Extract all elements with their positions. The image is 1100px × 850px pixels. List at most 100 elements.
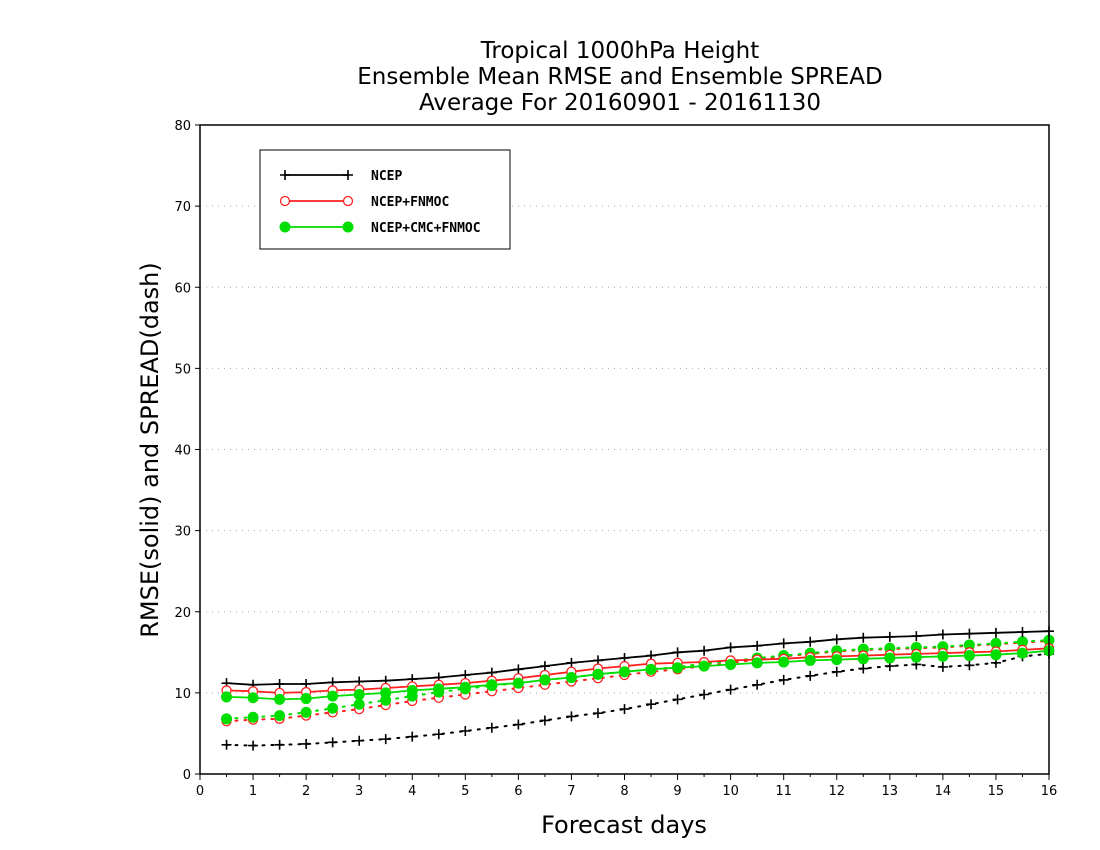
rmse-line [226, 649, 1050, 701]
rmse-point [963, 650, 975, 662]
legend-marker [342, 221, 354, 233]
x-tick-label: 9 [673, 784, 681, 799]
legend-item: NCEP+CMC+FNMOC [279, 221, 481, 236]
x-axis-label: Forecast days [541, 811, 707, 839]
spread-point [805, 670, 816, 681]
x-tick-label: 2 [302, 784, 310, 799]
x-tick-label: 7 [567, 784, 575, 799]
x-tick-label: 14 [935, 784, 952, 799]
rmse-point [433, 683, 445, 695]
rmse-point [805, 636, 816, 647]
legend-label: NCEP [371, 169, 402, 184]
spread-point [752, 679, 763, 690]
x-tick-label: 5 [461, 784, 469, 799]
rmse-point [406, 684, 418, 696]
y-tick-label: 70 [174, 200, 191, 215]
x-tick-label: 10 [722, 784, 739, 799]
series-0-spread [221, 648, 1054, 751]
legend-marker [343, 170, 353, 180]
spread-point [513, 719, 524, 730]
series-0-rmse [221, 626, 1054, 690]
rmse-point [380, 687, 392, 699]
rmse-point [1016, 647, 1028, 659]
spread-line [225, 652, 1050, 747]
x-tick-label: 0 [196, 784, 204, 799]
legend-marker [342, 195, 354, 207]
legend-items: NCEP NCEP+FNMOC NCEP+CMC+FNMOC [279, 169, 481, 236]
spread-point [964, 660, 975, 671]
spread-point [619, 704, 630, 715]
rmse-point [752, 640, 763, 651]
spread-point [248, 740, 259, 751]
rmse-point [513, 664, 524, 675]
spread-point [247, 711, 259, 723]
legend-item: NCEP [280, 169, 402, 184]
legend-label: NCEP+FNMOC [371, 195, 449, 210]
x-tick-label: 8 [620, 784, 628, 799]
rmse-point [247, 692, 259, 704]
spread-point [327, 702, 339, 714]
x-tick-label: 1 [249, 784, 257, 799]
spread-point [380, 734, 391, 745]
rmse-point [990, 649, 1002, 661]
rmse-point [672, 662, 684, 674]
rmse-point [274, 678, 285, 689]
spread-point [937, 661, 948, 672]
grid-layer [200, 205, 1049, 694]
legend-marker [279, 221, 291, 233]
spread-point [433, 729, 444, 740]
rmse-line [226, 630, 1050, 686]
rmse-point [911, 631, 922, 642]
y-tick-label: 80 [174, 119, 191, 134]
rmse-point [566, 657, 577, 668]
spread-point [221, 739, 232, 750]
y-axis-label: RMSE(solid) and SPREAD(dash) [136, 262, 164, 638]
x-tick-label: 13 [882, 784, 899, 799]
rmse-point [804, 654, 816, 666]
rmse-point [937, 629, 948, 640]
rmse-point [858, 632, 869, 643]
spread-point [353, 698, 365, 710]
rmse-point [512, 677, 524, 689]
rmse-point [565, 671, 577, 683]
spread-point [354, 735, 365, 746]
legend-marker [280, 170, 290, 180]
rmse-point [831, 654, 843, 666]
spread-point [300, 706, 312, 718]
rmse-point [1017, 627, 1028, 638]
spread-point [407, 731, 418, 742]
rmse-point [592, 668, 604, 680]
y-tick-label: 30 [174, 525, 191, 540]
spread-point [566, 711, 577, 722]
series-2-rmse [221, 645, 1055, 705]
rmse-point [699, 645, 710, 656]
rmse-point [964, 628, 975, 639]
rmse-point [884, 631, 895, 642]
spread-point [539, 715, 550, 726]
legend-label: NCEP+CMC+FNMOC [371, 221, 481, 236]
rmse-point [778, 638, 789, 649]
rmse-point [327, 690, 339, 702]
chart-title-line-2: Ensemble Mean RMSE and Ensemble SPREAD [357, 64, 882, 90]
rmse-point [725, 658, 737, 670]
y-tick-label: 40 [174, 444, 191, 459]
spread-point [672, 694, 683, 705]
x-tick-label: 15 [988, 784, 1005, 799]
rmse-point [221, 691, 233, 703]
x-tick-label: 3 [355, 784, 363, 799]
x-tick-label: 12 [828, 784, 845, 799]
rmse-point [300, 693, 312, 705]
y-tick-label: 0 [183, 768, 191, 783]
rmse-point [645, 663, 657, 675]
rmse-point [698, 660, 710, 672]
spread-point [486, 722, 497, 733]
x-tick-label: 16 [1041, 784, 1058, 799]
spread-point [699, 689, 710, 700]
rmse-point [778, 656, 790, 668]
rmse-point [672, 647, 683, 658]
rmse-point [937, 650, 949, 662]
y-tick-label: 50 [174, 362, 191, 377]
spread-point [301, 738, 312, 749]
series-layer [221, 626, 1055, 751]
x-tick-label: 11 [775, 784, 792, 799]
